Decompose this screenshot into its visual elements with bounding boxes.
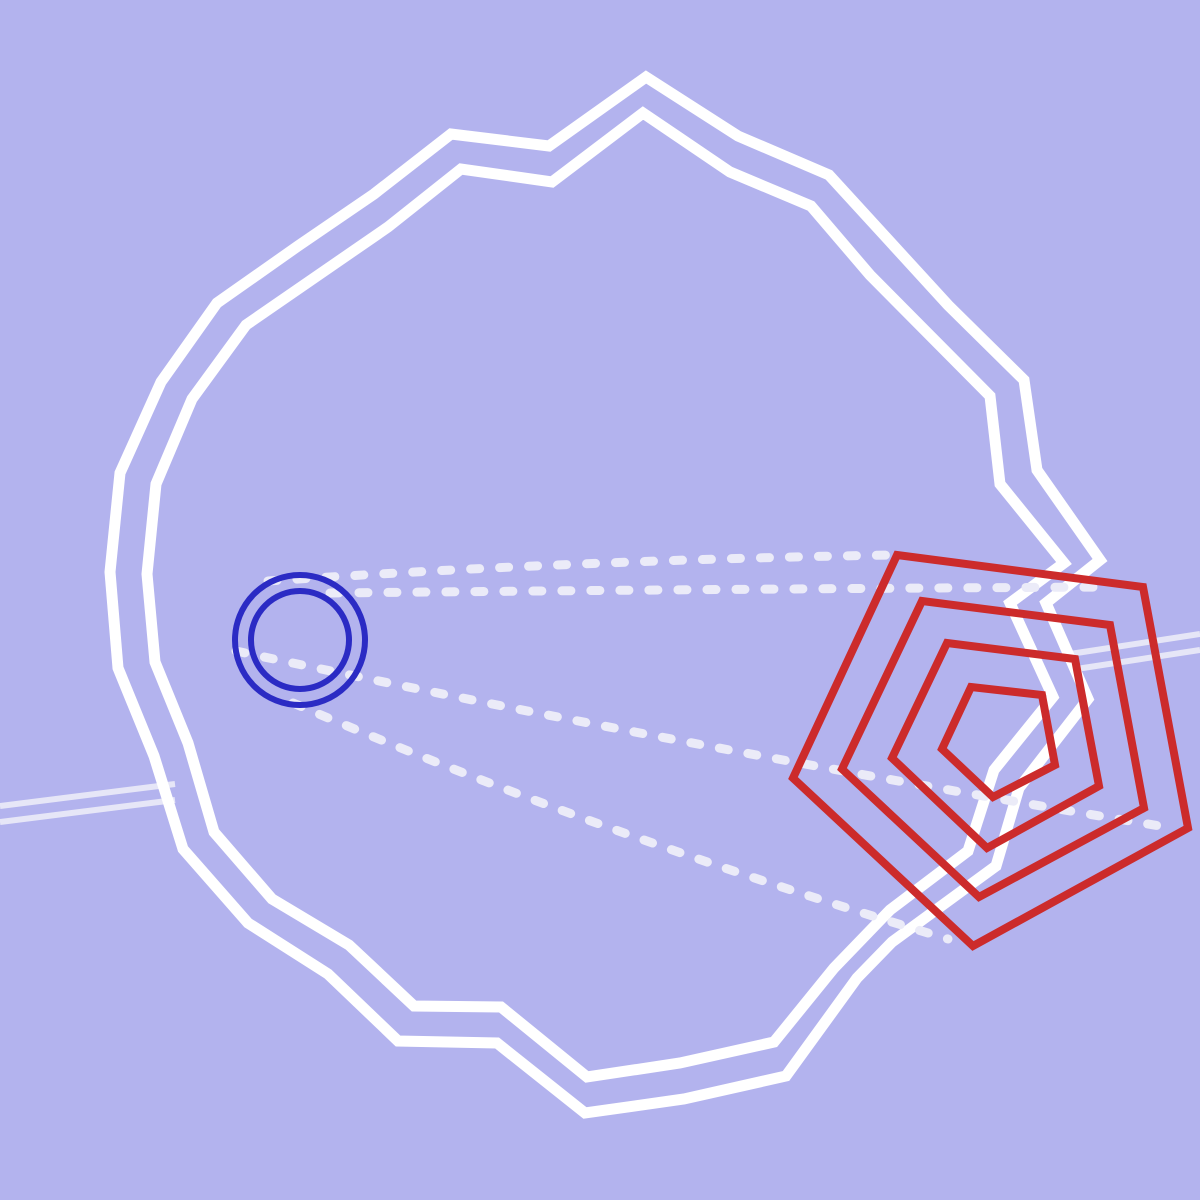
outer-outline — [104, 70, 1108, 1119]
pentagon-ring-4 — [937, 682, 1060, 802]
pentagon-ring-2 — [837, 596, 1149, 902]
right-double-line — [1069, 631, 1200, 673]
connector-line — [263, 550, 898, 586]
connector-line — [325, 582, 1117, 598]
left-double-line — [0, 781, 176, 825]
connectors — [231, 550, 1165, 944]
pentagon-ring-1 — [788, 550, 1193, 951]
inner-ring — [248, 588, 352, 692]
outer-ring — [232, 572, 368, 708]
pentagon-ring-3 — [887, 638, 1104, 853]
inner-outline — [141, 106, 1072, 1083]
connector-line — [288, 698, 953, 944]
connector-line — [231, 646, 1165, 831]
target-pentagon-marker — [788, 550, 1193, 951]
source-circle-marker — [232, 572, 368, 708]
